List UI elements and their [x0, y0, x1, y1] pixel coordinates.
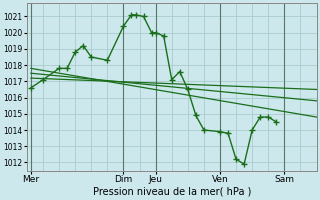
X-axis label: Pression niveau de la mer( hPa ): Pression niveau de la mer( hPa ) — [92, 187, 251, 197]
